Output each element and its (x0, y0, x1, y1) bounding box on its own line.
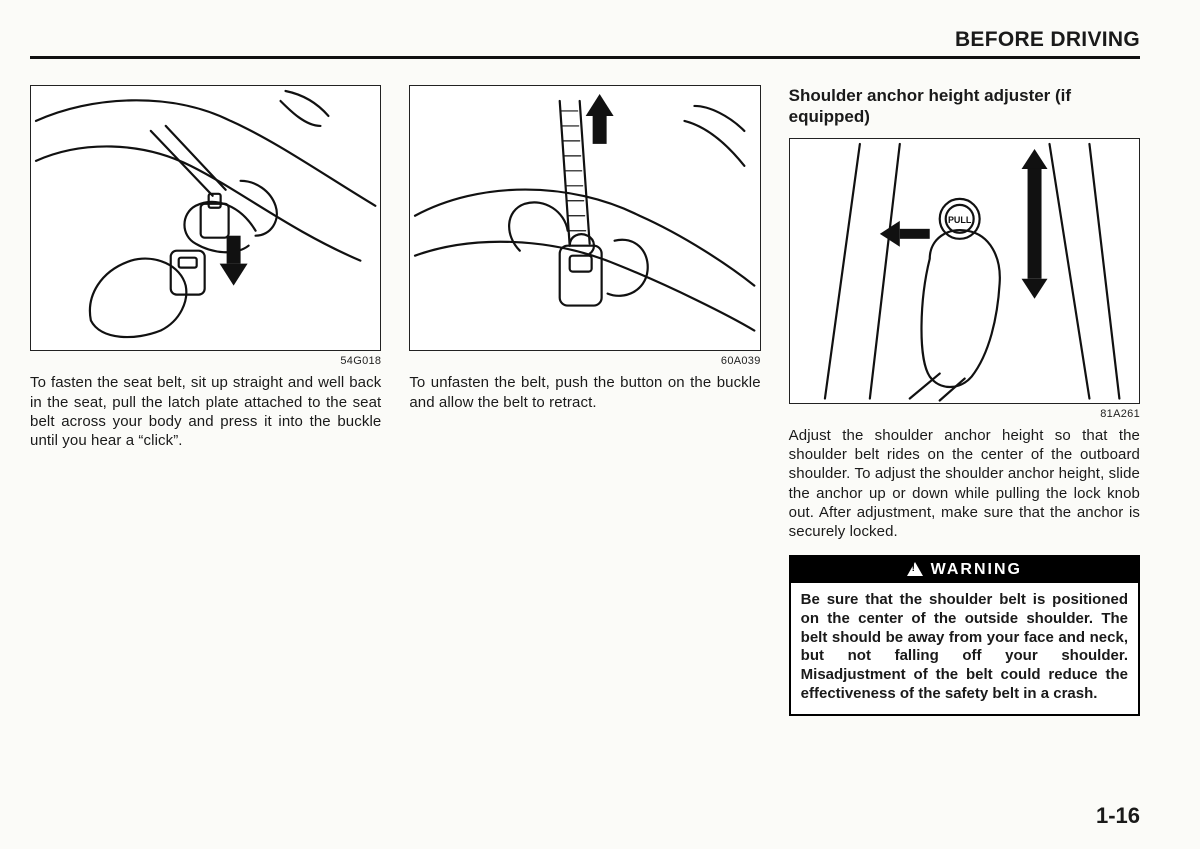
section-header: BEFORE DRIVING (955, 28, 1140, 52)
arrow-up-icon (586, 94, 614, 144)
figure-shoulder-anchor: PULL (789, 138, 1140, 405)
content-columns: 54G018 To fasten the seat belt, sit up s… (30, 85, 1140, 716)
figure-id: 60A039 (409, 355, 760, 367)
shoulder-anchor-illustration: PULL (790, 139, 1139, 404)
header-rule (30, 56, 1140, 59)
unfasten-instruction-text: To unfasten the belt, push the button on… (409, 373, 760, 411)
fasten-belt-illustration (31, 86, 380, 350)
up-down-arrow-icon (1021, 148, 1047, 298)
column-left: 54G018 To fasten the seat belt, sit up s… (30, 85, 381, 716)
warning-triangle-icon (907, 562, 923, 576)
warning-label: WARNING (931, 561, 1022, 579)
column-right: Shoulder anchor height adjuster (if equi… (789, 85, 1140, 716)
warning-header: WARNING (791, 557, 1138, 583)
pull-knob-label: PULL (948, 214, 972, 224)
figure-id: 81A261 (789, 408, 1140, 420)
warning-body-text: Be sure that the shoulder belt is positi… (791, 583, 1138, 714)
column-middle: 60A039 To unfasten the belt, push the bu… (409, 85, 760, 716)
fasten-instruction-text: To fasten the seat belt, sit up straight… (30, 373, 381, 450)
figure-fasten-belt (30, 85, 381, 351)
figure-id: 54G018 (30, 355, 381, 367)
unfasten-belt-illustration (410, 86, 759, 350)
figure-unfasten-belt (409, 85, 760, 351)
page-number: 1-16 (1096, 803, 1140, 829)
shoulder-anchor-text: Adjust the shoulder anchor height so tha… (789, 426, 1140, 541)
shoulder-anchor-heading: Shoulder anchor height adjuster (if equi… (789, 85, 1140, 128)
arrow-down-icon (220, 236, 248, 286)
warning-box: WARNING Be sure that the shoulder belt i… (789, 555, 1140, 716)
